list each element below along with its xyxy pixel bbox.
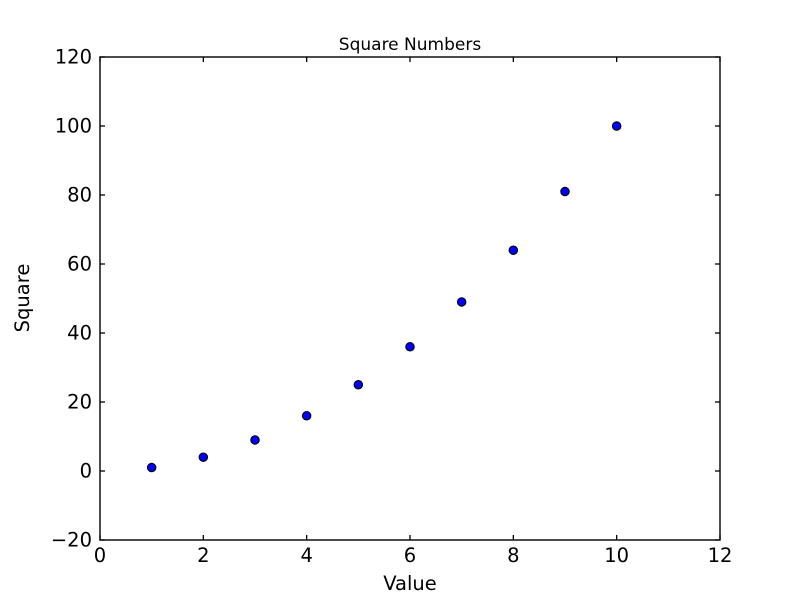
x-axis-label: Value bbox=[383, 572, 437, 595]
data-point bbox=[198, 452, 209, 462]
axes-spines bbox=[99, 56, 721, 541]
x-tick-label: 6 bbox=[404, 544, 416, 567]
y-tick-label: 40 bbox=[67, 322, 92, 345]
data-point bbox=[405, 342, 415, 352]
y-tick-label: −20 bbox=[51, 529, 92, 552]
x-tick-label: 12 bbox=[708, 544, 733, 567]
axis-ticks bbox=[99, 56, 721, 541]
y-tick-label: 80 bbox=[67, 184, 92, 207]
y-axis-label: Square bbox=[11, 264, 34, 333]
data-points bbox=[146, 121, 622, 473]
x-tick-label: 4 bbox=[300, 544, 312, 567]
data-point bbox=[146, 462, 157, 473]
data-point bbox=[456, 297, 467, 307]
x-tick-label: 10 bbox=[604, 544, 629, 567]
y-tick-label: 120 bbox=[55, 46, 92, 69]
data-point bbox=[301, 411, 312, 421]
y-tick-label: 0 bbox=[80, 460, 92, 483]
data-point bbox=[560, 186, 570, 197]
data-point bbox=[508, 245, 519, 255]
x-tick-label: 2 bbox=[197, 544, 209, 567]
y-tick-label: 20 bbox=[67, 391, 92, 414]
x-tick-label: 8 bbox=[507, 544, 519, 567]
data-point bbox=[353, 379, 364, 390]
data-point bbox=[250, 435, 260, 445]
data-point bbox=[611, 121, 622, 131]
x-tick-label: 0 bbox=[94, 544, 106, 567]
y-tick-label: 60 bbox=[67, 253, 92, 276]
plot-frame bbox=[99, 56, 721, 541]
chart-title: Square Numbers bbox=[339, 35, 482, 55]
y-tick-label: 100 bbox=[55, 115, 92, 138]
